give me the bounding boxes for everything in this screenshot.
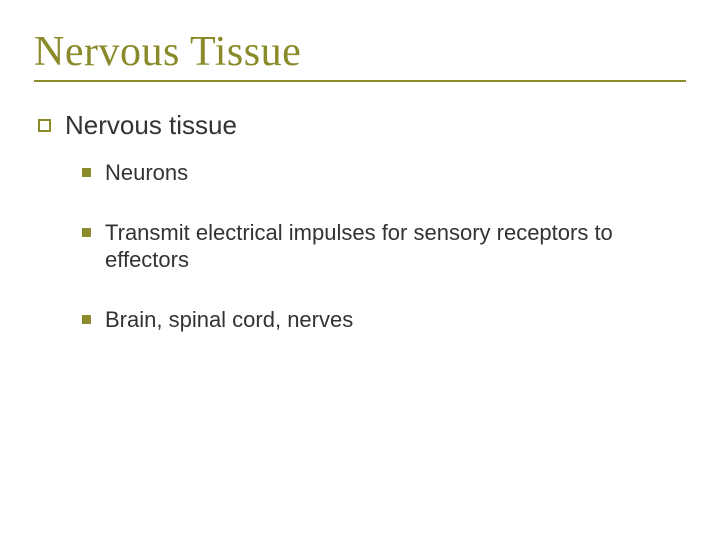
bullet-level2: Brain, spinal cord, nerves [82,306,686,334]
open-square-icon [38,119,51,132]
level1-text: Nervous tissue [65,110,237,141]
title-block: Nervous Tissue [34,28,686,82]
title-underline [34,80,686,82]
level2-list: Neurons Transmit electrical impulses for… [38,159,686,333]
level2-text: Transmit electrical impulses for sensory… [105,219,665,274]
slide-body: Nervous tissue Neurons Transmit electric… [34,90,686,333]
solid-square-icon [82,168,91,177]
level2-text: Neurons [105,159,188,187]
solid-square-icon [82,315,91,324]
bullet-level2: Transmit electrical impulses for sensory… [82,219,686,274]
slide-container: Nervous Tissue Nervous tissue Neurons Tr… [0,0,720,540]
bullet-level1: Nervous tissue [38,110,686,141]
solid-square-icon [82,228,91,237]
bullet-level2: Neurons [82,159,686,187]
level2-text: Brain, spinal cord, nerves [105,306,353,334]
slide-title: Nervous Tissue [34,28,686,78]
